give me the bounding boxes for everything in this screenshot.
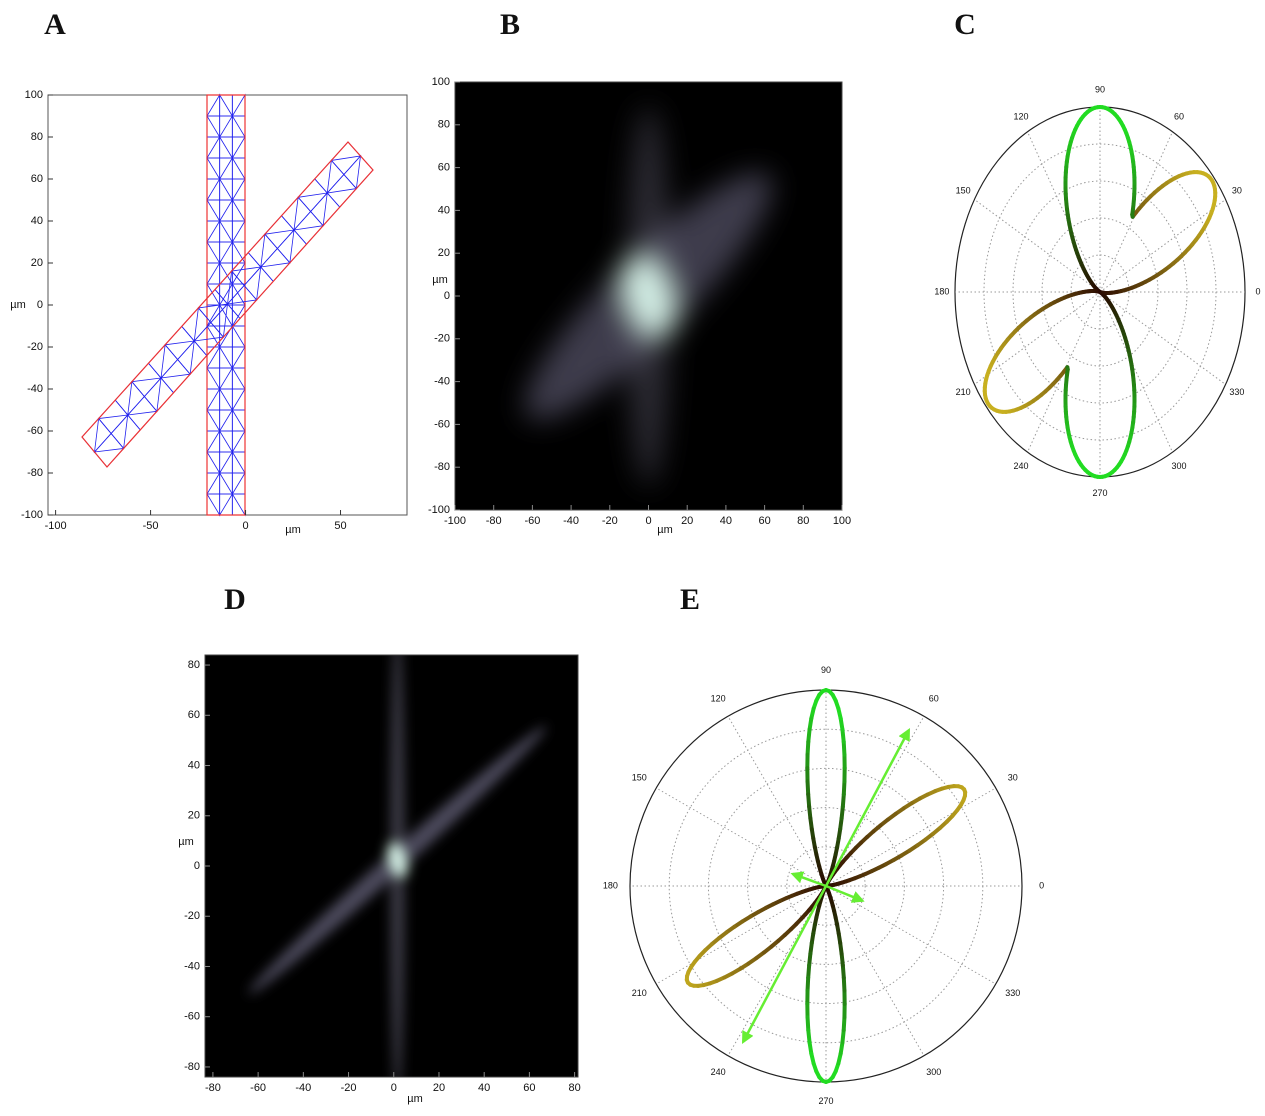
- y-tick-label: -20: [184, 910, 200, 922]
- x-tick-label: -50: [143, 520, 159, 532]
- angle-label: 240: [711, 1067, 726, 1077]
- y-tick-label: -100: [428, 504, 450, 516]
- y-tick-label: -80: [27, 467, 43, 479]
- y-tick-label: -80: [434, 461, 450, 473]
- angle-label: 300: [926, 1067, 941, 1077]
- x-tick-label: -60: [524, 515, 540, 527]
- x-tick-label: -40: [295, 1082, 311, 1094]
- y-tick-label: -40: [27, 383, 43, 395]
- x-tick-label: 50: [334, 520, 346, 532]
- angle-label: 0: [1256, 286, 1261, 296]
- x-tick-label: -20: [602, 515, 618, 527]
- angle-label: 330: [1229, 387, 1244, 397]
- x-tick-label: -20: [341, 1082, 357, 1094]
- panel-label: E: [680, 583, 700, 616]
- x-tick-label: 40: [720, 515, 732, 527]
- x-tick-label: 0: [645, 515, 651, 527]
- angle-label: 0: [1039, 880, 1044, 890]
- y-tick-label: 80: [31, 131, 43, 143]
- x-tick-label: 0: [391, 1082, 397, 1094]
- y-tick-label: 40: [31, 215, 43, 227]
- x-tick-label: 60: [523, 1082, 535, 1094]
- y-tick-label: 60: [188, 709, 200, 721]
- x-tick-label: 100: [833, 515, 851, 527]
- y-tick-label: -80: [184, 1061, 200, 1073]
- y-tick-label: 20: [188, 810, 200, 822]
- angle-label: 90: [1095, 85, 1105, 95]
- x-tick-label: 40: [478, 1082, 490, 1094]
- panel-label: C: [954, 8, 976, 41]
- y-tick-label: 40: [188, 759, 200, 771]
- x-axis-label: µm: [285, 524, 301, 536]
- y-tick-label: 40: [438, 204, 450, 216]
- y-tick-label: 60: [438, 162, 450, 174]
- angle-label: 60: [1174, 112, 1184, 122]
- y-tick-label: -60: [27, 425, 43, 437]
- angle-label: 30: [1232, 186, 1242, 196]
- angle-label: 180: [603, 880, 618, 890]
- y-tick-label: 20: [31, 257, 43, 269]
- angle-label: 270: [818, 1096, 833, 1106]
- angle-label: 90: [821, 665, 831, 675]
- angle-label: 270: [1092, 488, 1107, 498]
- x-axis-label: µm: [407, 1093, 423, 1105]
- y-tick-label: -60: [184, 1011, 200, 1023]
- x-tick-label: -80: [205, 1082, 221, 1094]
- x-tick-label: 80: [568, 1082, 580, 1094]
- y-tick-label: -20: [27, 341, 43, 353]
- x-tick-label: 60: [758, 515, 770, 527]
- angle-label: 180: [934, 286, 949, 296]
- y-axis-label: µm: [178, 836, 194, 848]
- angle-label: 330: [1005, 988, 1020, 998]
- x-tick-label: -100: [45, 520, 67, 532]
- panel-label: B: [500, 8, 520, 41]
- y-axis-label: µm: [432, 274, 448, 286]
- angle-label: 120: [711, 694, 726, 704]
- x-tick-label: 80: [797, 515, 809, 527]
- panel-label: A: [44, 8, 66, 41]
- x-tick-label: 0: [242, 520, 248, 532]
- y-tick-label: 80: [188, 659, 200, 671]
- x-tick-label: 20: [681, 515, 693, 527]
- angle-label: 210: [956, 387, 971, 397]
- y-tick-label: 100: [432, 76, 450, 88]
- y-tick-label: 20: [438, 247, 450, 259]
- y-axis-label: µm: [10, 299, 26, 311]
- y-tick-label: -60: [434, 418, 450, 430]
- y-tick-label: 0: [194, 860, 200, 872]
- angle-label: 210: [632, 988, 647, 998]
- angle-label: 300: [1172, 461, 1187, 471]
- y-tick-label: -40: [434, 376, 450, 388]
- y-tick-label: -20: [434, 333, 450, 345]
- angle-label: 60: [929, 694, 939, 704]
- angle-label: 120: [1013, 112, 1028, 122]
- angle-label: 30: [1008, 773, 1018, 783]
- x-axis-label: µm: [657, 524, 673, 536]
- angle-label: 150: [956, 186, 971, 196]
- panel-label: D: [224, 583, 246, 616]
- y-tick-label: 100: [25, 89, 43, 101]
- y-tick-label: 0: [37, 299, 43, 311]
- y-tick-label: -100: [21, 509, 43, 521]
- angle-label: 150: [632, 773, 647, 783]
- x-tick-label: -40: [563, 515, 579, 527]
- x-tick-label: -100: [444, 515, 466, 527]
- x-tick-label: -60: [250, 1082, 266, 1094]
- y-tick-label: 80: [438, 119, 450, 131]
- y-tick-label: 60: [31, 173, 43, 185]
- y-tick-label: -40: [184, 960, 200, 972]
- angle-label: 240: [1013, 461, 1028, 471]
- x-tick-label: 20: [433, 1082, 445, 1094]
- x-tick-label: -80: [486, 515, 502, 527]
- y-tick-label: 0: [444, 290, 450, 302]
